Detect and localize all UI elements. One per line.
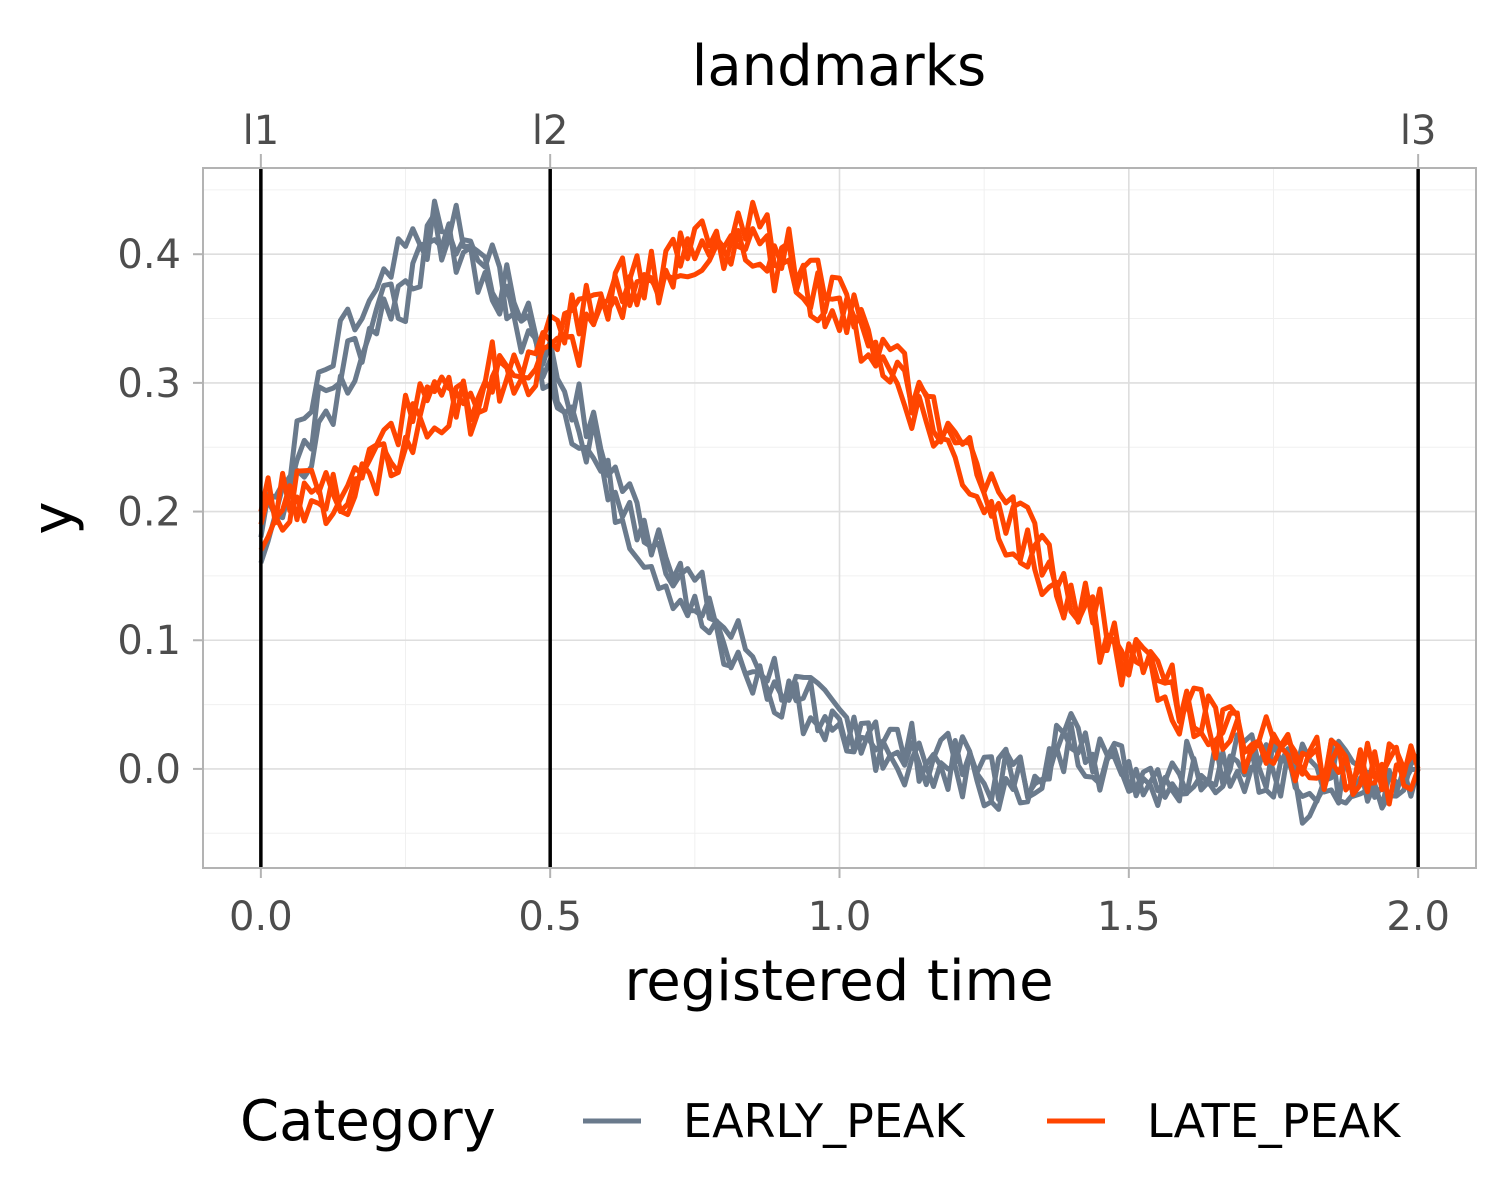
y-axis-ticks: 0.0 0.1 0.2 0.3 0.4	[117, 232, 203, 793]
series-line-early-peak-3	[258, 221, 1421, 826]
y-tick-label: 0.2	[117, 490, 181, 536]
x-axis-ticks: 0.0 0.5 1.0 1.5 2.0	[229, 868, 1450, 940]
legend-label-late-peak: LATE_PEAK	[1147, 1094, 1402, 1148]
top-tick-label-l2: l2	[532, 108, 569, 154]
x-tick-label: 2.0	[1386, 894, 1450, 940]
series-line-early-peak-1	[258, 202, 1419, 809]
y-axis-title: y	[21, 501, 86, 534]
x-axis-title: registered time	[624, 949, 1053, 1014]
x-tick-label: 0.0	[229, 894, 293, 940]
x-tick-label: 1.0	[808, 894, 872, 940]
y-tick-label: 0.1	[117, 618, 181, 664]
legend: Category EARLY_PEAK LATE_PEAK	[240, 1089, 1402, 1154]
legend-title: Category	[240, 1089, 496, 1154]
series-line-late-peak-5	[258, 226, 1421, 807]
top-axis-ticks: l1 l2 l3	[243, 108, 1437, 168]
series-line-late-peak-6	[258, 199, 1419, 795]
y-tick-label: 0.4	[117, 232, 181, 278]
x-tick-label: 0.5	[518, 894, 582, 940]
top-tick-label-l3: l3	[1400, 108, 1437, 154]
top-axis-title: landmarks	[692, 34, 986, 99]
y-tick-label: 0.0	[117, 747, 181, 793]
series-lines	[258, 198, 1421, 826]
y-tick-label: 0.3	[117, 361, 181, 407]
legend-label-early-peak: EARLY_PEAK	[683, 1094, 966, 1148]
top-tick-label-l1: l1	[243, 108, 280, 154]
landmark-lines	[259, 168, 1420, 868]
x-tick-label: 1.5	[1097, 894, 1161, 940]
